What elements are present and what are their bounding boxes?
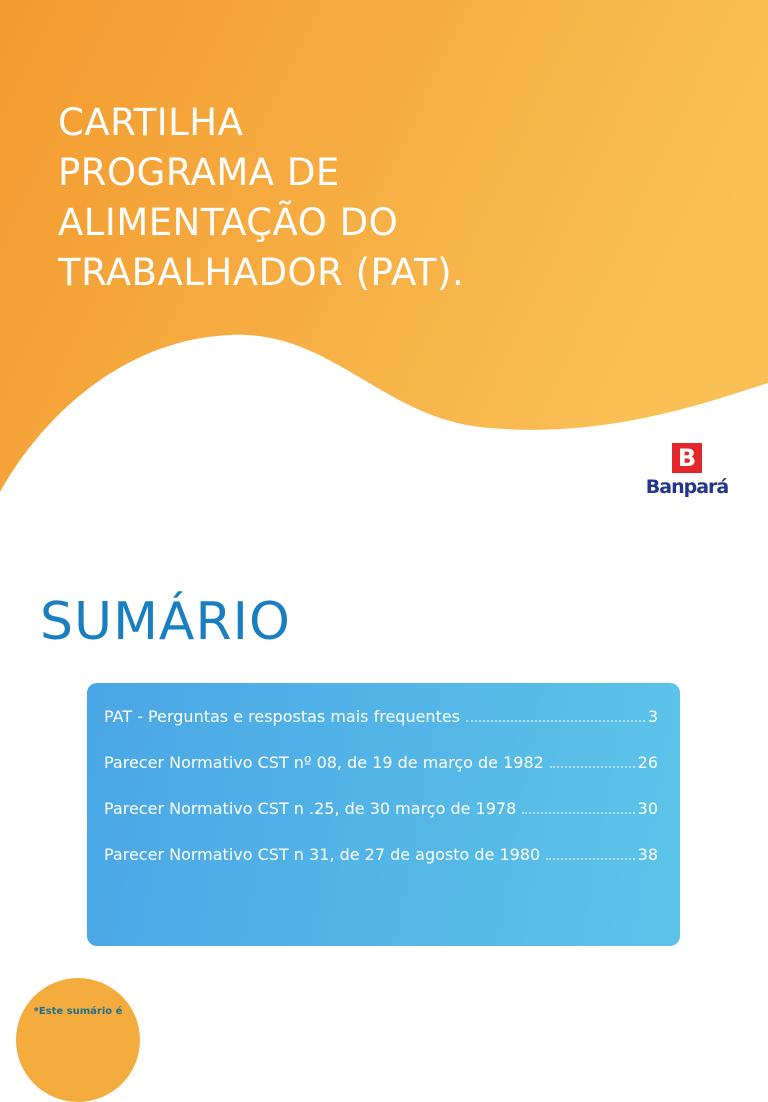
summary-item-label: Parecer Normativo CST n 31, de 27 de ago… [104, 845, 541, 864]
summary-item-page: 30 [637, 799, 658, 818]
summary-item[interactable]: Parecer Normativo CST nº 08, de 19 de ma… [104, 753, 658, 772]
orange-wave-header [0, 0, 768, 492]
title-line: TRABALHADOR (PAT). [58, 251, 465, 294]
note-circle: *Este sumário é [16, 978, 140, 1102]
summary-item-label: Parecer Normativo CST nº 08, de 19 de ma… [104, 753, 544, 772]
dot-leader [546, 858, 635, 860]
summary-note: *Este sumário é [33, 1006, 123, 1017]
document-title: CARTILHA PROGRAMA DE ALIMENTAÇÃO DO TRAB… [58, 98, 464, 298]
title-line: ALIMENTAÇÃO DO [58, 201, 399, 244]
summary-item-page: 38 [637, 845, 658, 864]
banpara-logo-text: Banpará [645, 476, 729, 498]
summary-item[interactable]: PAT - Perguntas e respostas mais frequen… [104, 707, 658, 726]
summary-item-page: 3 [647, 707, 658, 726]
title-line: CARTILHA [58, 101, 244, 144]
dot-leader [522, 812, 635, 814]
summary-heading: SUMÁRIO [40, 592, 291, 652]
dot-leader [466, 720, 645, 722]
banpara-logo: B Banpará [644, 443, 730, 498]
summary-box: PAT - Perguntas e respostas mais frequen… [87, 683, 680, 946]
title-line: PROGRAMA DE [58, 151, 340, 194]
summary-item-page: 26 [637, 753, 658, 772]
summary-item[interactable]: Parecer Normativo CST n .25, de 30 março… [104, 799, 658, 818]
dot-leader [549, 766, 635, 768]
banpara-logo-mark-icon: B [672, 443, 702, 473]
summary-item-label: Parecer Normativo CST n .25, de 30 março… [104, 799, 517, 818]
summary-item-label: PAT - Perguntas e respostas mais frequen… [104, 707, 461, 726]
summary-item[interactable]: Parecer Normativo CST n 31, de 27 de ago… [104, 845, 658, 864]
